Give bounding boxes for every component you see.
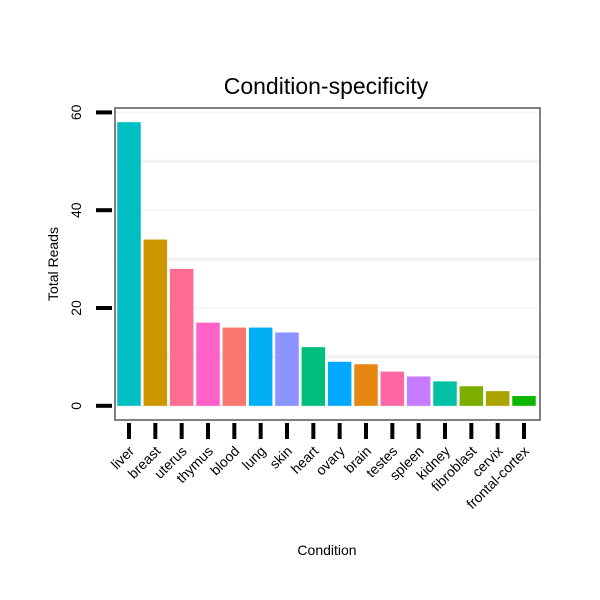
x-tick-label-blood: blood <box>207 443 243 479</box>
x-tick-label-ovary: ovary <box>312 443 348 479</box>
y-tick-label: 0 <box>68 402 84 410</box>
bar-frontal-cortex <box>512 396 536 406</box>
y-tick-label: 20 <box>68 300 84 316</box>
bar-uterus <box>169 268 194 406</box>
x-axis-title: Condition <box>297 542 356 558</box>
y-tick-label: 60 <box>68 104 84 120</box>
plot-panel <box>114 107 541 421</box>
bar-skin <box>275 332 299 406</box>
y-tick-label: 40 <box>68 202 84 218</box>
bar-blood <box>222 327 247 406</box>
bar-heart <box>301 347 326 406</box>
bar-series <box>117 122 536 406</box>
x-tick-label-lung: lung <box>239 443 269 473</box>
bar-spleen <box>406 376 431 406</box>
x-axis: liverbreastuterusthymusbloodlungskinhear… <box>108 423 532 512</box>
chart-title: Condition-specificity <box>224 73 429 99</box>
bar-brain <box>354 364 378 406</box>
bar-testes <box>380 371 405 406</box>
bar-liver <box>117 122 141 406</box>
y-axis: 0 20 40 60 <box>68 104 112 410</box>
bar-breast <box>143 239 168 406</box>
bar-cervix <box>485 391 510 406</box>
bar-kidney <box>433 381 457 406</box>
bar-lung <box>248 327 273 406</box>
bar-ovary <box>327 361 352 406</box>
bar-thymus <box>196 322 220 406</box>
y-axis-title: Total Reads <box>45 227 61 301</box>
bar-fibroblast <box>459 386 484 406</box>
